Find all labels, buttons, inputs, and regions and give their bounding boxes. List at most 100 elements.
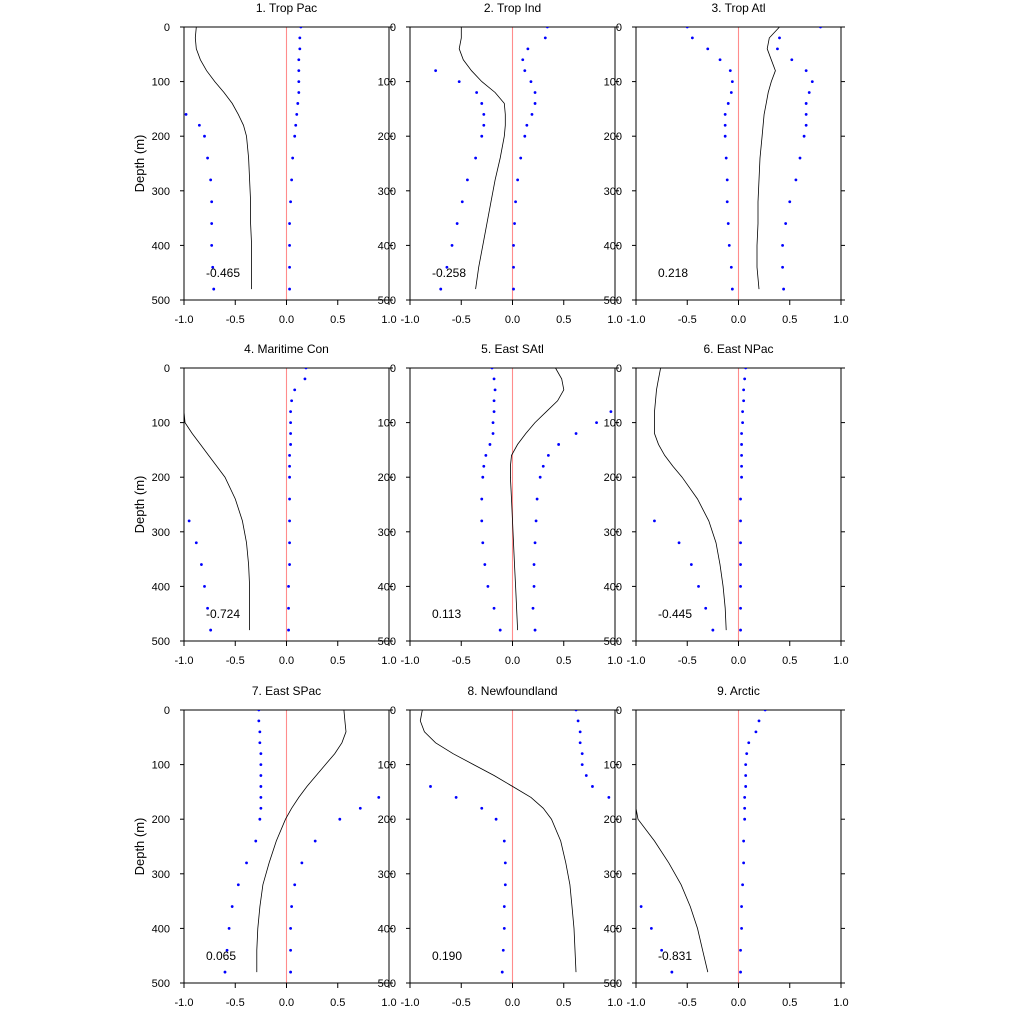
bound-point [480,102,484,105]
y-tick-label: 400 [378,923,396,935]
bound-point [187,519,191,523]
x-tick-label: 0.0 [731,997,746,1009]
y-tick-label: 200 [378,472,396,484]
bound-point [807,91,811,94]
y-tick-label: 0 [164,22,170,34]
panel-title: 2. Trop Ind [484,1,541,15]
bound-point [523,69,527,73]
panel-2: 2. Trop Ind 0 100 200 300 400 500 -1.0 -0.5 0.0 0.… [378,1,623,326]
bound-point [492,410,496,414]
panel-title: 3. Trop Atl [711,1,765,15]
bound-point [297,91,301,94]
y-tick-label: 400 [378,240,396,252]
panel-title: 8. Newfoundland [467,684,557,698]
x-tick-label: 0.5 [330,997,345,1009]
bound-point [591,785,594,788]
bound-point [739,563,742,566]
bound-point [481,541,485,545]
bound-point [538,475,542,479]
bound-point [740,443,743,446]
panel-data [653,368,748,632]
bound-point [607,795,611,799]
y-tick-label: 0 [164,705,170,717]
bound-point [580,752,584,756]
bound-point [223,970,227,974]
bound-point [609,410,613,414]
panel-3: 3. Trop Atl 0 100 200 300 400 500 -1.0 -0.5 0.0 0.… [604,1,849,326]
x-tick-label: 0.5 [556,655,571,667]
bound-point [670,970,674,974]
bound-point [254,839,258,843]
y-tick-label: 500 [604,978,622,990]
bound-point [739,628,742,632]
bound-point [574,710,578,712]
bound-point [289,443,292,446]
bound-point [289,927,292,930]
x-tick-label: -1.0 [401,997,420,1009]
bound-point [212,287,216,291]
bound-point [294,123,298,127]
bound-point [725,200,729,204]
y-tick-label: 500 [378,636,396,648]
bound-point [297,69,301,73]
panel-data [184,368,308,632]
bound-point [512,287,515,291]
panel-8: 8. Newfoundland 0 100 200 300 400 500 -1.0 -0.5 0… [378,684,623,1009]
y-tick-label: 0 [390,22,396,34]
profile-line [256,710,347,973]
y-tick-label: 300 [378,869,396,881]
bound-point [723,134,727,138]
bound-point [718,58,722,62]
bound-point [810,80,814,83]
y-tick-label: 500 [378,978,396,990]
bound-point [259,806,263,810]
y-tick-label: 300 [604,186,622,198]
bound-point [482,464,486,468]
bound-point [450,244,454,247]
bound-point [480,497,484,501]
bound-point [744,368,748,370]
bound-point [288,497,291,501]
bound-point [804,69,808,73]
bound-point [781,265,784,269]
y-tick-label: 300 [604,527,622,539]
bound-point [257,719,261,723]
bound-point [210,222,214,225]
bound-point [512,265,515,269]
bound-point [804,123,808,127]
y-tick-label: 0 [390,363,396,375]
bound-point [457,80,461,83]
y-tick-label: 300 [378,186,396,198]
bound-point [455,222,459,225]
bound-point [304,368,308,370]
x-tick-label: -1.0 [401,314,420,326]
bound-point [296,102,300,105]
bound-point [754,730,758,734]
panel-4: 4. Maritime Con 0 100 200 300 400 500 -1.0 -0.5 0… [132,342,397,667]
bound-point [782,287,785,291]
bound-point [501,948,505,952]
bound-point [184,112,188,116]
x-tick-label: 0.0 [731,655,746,667]
bound-point [293,388,297,392]
bound-point [257,710,261,712]
bound-point [727,244,731,247]
y-tick-label: 400 [378,581,396,593]
bound-point [466,178,469,182]
bound-point [781,244,784,247]
y-axis-label: Depth (m) [132,135,147,193]
bound-point [490,368,494,370]
bound-point [763,710,767,712]
bound-point [206,156,209,160]
bound-point [293,134,297,138]
bound-point [377,795,381,799]
bound-point [533,91,537,94]
bound-point [197,123,201,127]
bound-point [288,222,291,225]
x-tick-label: 1.0 [607,997,622,1009]
panel-data [223,710,381,974]
correlation-label: 0.190 [432,949,462,963]
bound-point [512,244,515,247]
bound-point [480,806,484,810]
